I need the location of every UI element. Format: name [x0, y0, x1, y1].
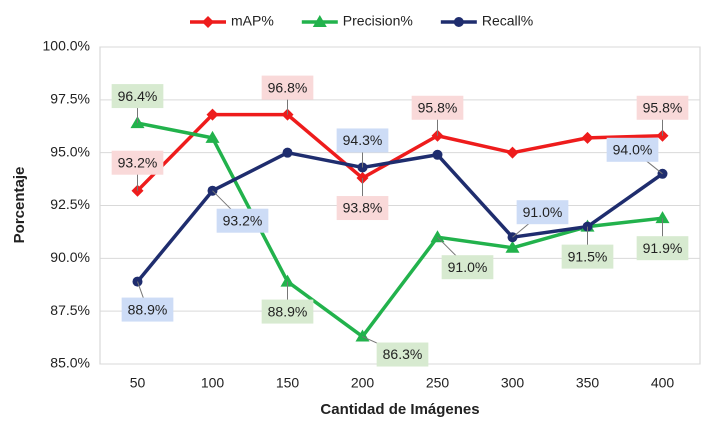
data-label: 88.9% — [128, 301, 168, 317]
marker — [655, 211, 670, 224]
x-axis-title: Cantidad de Imágenes — [320, 401, 479, 418]
y-tick-label: 97.5% — [50, 91, 90, 107]
x-tick-label: 250 — [426, 375, 450, 391]
data-label: 96.4% — [118, 88, 158, 104]
y-tick-label: 85.0% — [50, 355, 90, 371]
data-label-bg — [336, 128, 389, 153]
legend-label: Recall% — [482, 13, 533, 29]
data-label-bg — [216, 208, 269, 233]
data-label: 91.0% — [448, 259, 488, 275]
data-label-bg — [411, 95, 464, 120]
data-label-bg — [376, 342, 429, 367]
y-tick-label: 90.0% — [50, 249, 90, 265]
x-tick-label: 400 — [651, 375, 675, 391]
y-tick-label: 87.5% — [50, 302, 90, 318]
y-axis-title: Porcentaje — [11, 167, 28, 244]
x-tick-label: 150 — [276, 375, 300, 391]
data-label-bg — [636, 95, 689, 120]
x-tick-label: 100 — [201, 375, 225, 391]
data-label-bg — [111, 150, 164, 175]
data-label: 86.3% — [383, 346, 423, 362]
data-label-bg — [111, 84, 164, 109]
data-label-bg — [516, 200, 569, 225]
legend-marker — [312, 15, 327, 27]
x-tick-label: 300 — [501, 375, 525, 391]
marker — [505, 240, 520, 253]
legend-marker — [453, 17, 464, 27]
data-label-bg — [261, 299, 314, 324]
data-label: 91.5% — [568, 248, 608, 264]
series-line — [136, 150, 664, 283]
y-tick-label: 95.0% — [50, 143, 90, 159]
data-label-bg — [441, 255, 494, 280]
marker — [506, 146, 519, 159]
data-label-bg — [636, 236, 689, 261]
data-label-bg — [561, 244, 614, 269]
marker — [282, 147, 293, 158]
marker — [206, 108, 219, 121]
data-label: 94.3% — [343, 132, 383, 148]
data-label: 93.2% — [118, 154, 158, 170]
data-label: 91.9% — [643, 240, 683, 256]
data-label: 94.0% — [613, 142, 653, 158]
marker — [430, 230, 445, 243]
x-tick-label: 200 — [351, 375, 375, 391]
marker — [581, 131, 594, 144]
data-label: 91.0% — [523, 204, 563, 220]
data-label: 95.8% — [643, 99, 683, 115]
data-label-bg — [606, 137, 659, 162]
data-label-bg — [336, 196, 389, 221]
data-label-bg — [261, 75, 314, 100]
marker — [205, 130, 220, 143]
marker — [280, 274, 295, 287]
y-tick-label: 100.0% — [43, 38, 90, 54]
data-label: 93.2% — [223, 212, 263, 228]
legend-label: Precision% — [343, 13, 413, 29]
legend-marker — [202, 16, 214, 28]
data-label: 95.8% — [418, 99, 458, 115]
data-label: 96.8% — [268, 79, 308, 95]
x-tick-label: 50 — [130, 375, 146, 391]
data-label: 88.9% — [268, 303, 308, 319]
marker — [432, 149, 443, 160]
series-line — [136, 112, 663, 192]
legend-label: mAP% — [231, 13, 274, 29]
data-label-bg — [121, 297, 174, 322]
x-tick-label: 350 — [576, 375, 600, 391]
data-label: 93.8% — [343, 200, 383, 216]
y-tick-label: 92.5% — [50, 196, 90, 212]
